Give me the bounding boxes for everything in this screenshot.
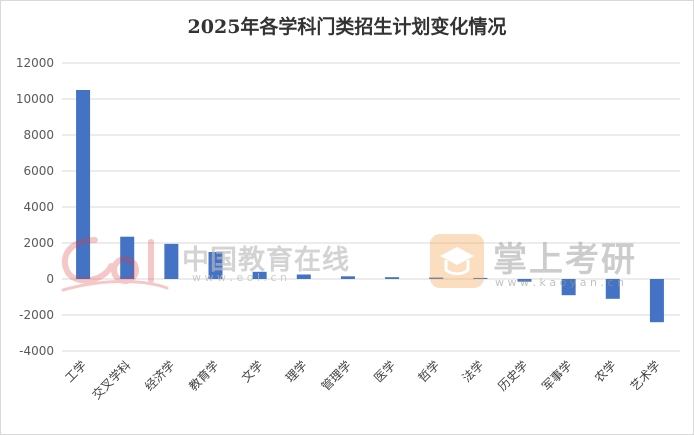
y-tick-label: -2000 xyxy=(19,308,54,322)
y-tick-label: 0 xyxy=(46,272,54,286)
y-tick-label: 2000 xyxy=(23,236,54,250)
y-tick-label: 4000 xyxy=(23,200,54,214)
y-tick-label: 8000 xyxy=(23,128,54,142)
bar xyxy=(164,243,179,279)
bar xyxy=(76,90,91,279)
x-tick-label: 管理学 xyxy=(318,358,354,394)
y-tick-label: 6000 xyxy=(23,164,54,178)
bar xyxy=(120,236,135,279)
y-tick-label: -4000 xyxy=(19,344,54,358)
bar xyxy=(561,279,576,296)
x-tick-label: 农学 xyxy=(591,358,619,386)
bar xyxy=(517,279,532,282)
x-tick-label: 理学 xyxy=(282,358,310,386)
y-axis-labels: -4000 -2000 0 2000 4000 6000 8000 10000 12000 xyxy=(16,56,54,358)
x-tick-label: 工学 xyxy=(62,358,90,386)
bar xyxy=(605,279,620,299)
x-tick-label: 医学 xyxy=(371,358,399,386)
bar xyxy=(208,252,223,279)
bar xyxy=(340,276,355,279)
x-tick-label: 历史学 xyxy=(495,358,531,394)
x-tick-label: 军事学 xyxy=(539,358,575,394)
bars xyxy=(76,90,664,323)
x-tick-label: 哲学 xyxy=(415,358,443,386)
x-axis-labels: 工学 交叉学科 经济学 教育学 文学 理学 管理学 医学 哲学 法学 历史学 军事学 农学 艺术学 xyxy=(62,358,663,403)
x-tick-label: 艺术学 xyxy=(627,358,663,394)
bar xyxy=(429,277,444,279)
y-tick-label: 10000 xyxy=(16,92,54,106)
x-tick-label: 交叉学科 xyxy=(89,358,134,403)
bar xyxy=(296,274,311,279)
chart-title: 2025年各学科门类招生计划变化情况 xyxy=(187,16,507,38)
y-tick-label: 12000 xyxy=(16,56,54,70)
gridlines xyxy=(62,62,680,352)
bar xyxy=(252,271,267,279)
x-tick-label: 经济学 xyxy=(141,358,177,394)
x-tick-label: 文学 xyxy=(238,358,266,386)
bar xyxy=(385,277,400,279)
x-tick-label: 教育学 xyxy=(186,358,222,394)
bar xyxy=(473,277,488,279)
x-tick-label: 法学 xyxy=(459,358,487,386)
bar xyxy=(649,279,664,323)
